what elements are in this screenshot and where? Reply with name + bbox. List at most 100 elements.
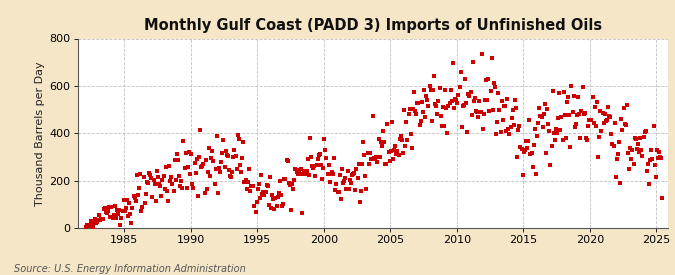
Point <box>303 173 314 177</box>
Point <box>176 179 187 183</box>
Point <box>352 176 363 180</box>
Point <box>439 124 450 128</box>
Point <box>418 109 429 114</box>
Point <box>473 115 484 119</box>
Point <box>202 170 213 174</box>
Point <box>442 131 453 135</box>
Point <box>211 134 222 139</box>
Point <box>194 128 205 133</box>
Point <box>217 150 227 155</box>
Point <box>206 156 217 160</box>
Point <box>622 103 632 108</box>
Point <box>225 174 236 178</box>
Point <box>548 131 559 135</box>
Point <box>508 108 518 112</box>
Point <box>375 155 385 159</box>
Point <box>520 148 531 152</box>
Point <box>332 190 343 194</box>
Point <box>527 165 538 169</box>
Point <box>584 118 595 122</box>
Point <box>543 121 554 126</box>
Point <box>367 157 377 161</box>
Point <box>518 150 529 154</box>
Point <box>132 172 142 177</box>
Point <box>287 181 298 186</box>
Point <box>629 136 640 140</box>
Point <box>556 114 567 119</box>
Point <box>250 210 261 214</box>
Point <box>196 165 207 170</box>
Point <box>286 208 296 213</box>
Point <box>310 174 321 178</box>
Point <box>390 144 401 148</box>
Point <box>408 89 419 94</box>
Point <box>163 164 174 168</box>
Point <box>385 148 396 153</box>
Point <box>167 182 178 186</box>
Point <box>86 219 97 223</box>
Point <box>175 184 186 188</box>
Point <box>563 95 574 99</box>
Point <box>108 212 119 217</box>
Point <box>146 176 157 181</box>
Point <box>615 180 626 185</box>
Point <box>591 99 602 104</box>
Point <box>168 189 179 193</box>
Point <box>396 138 407 142</box>
Point <box>491 131 502 136</box>
Point <box>298 172 308 176</box>
Point <box>244 167 254 171</box>
Point <box>165 178 176 183</box>
Point <box>536 115 547 119</box>
Point <box>106 205 117 209</box>
Point <box>575 136 586 141</box>
Point <box>545 163 556 167</box>
Point <box>275 193 286 197</box>
Point <box>322 171 333 176</box>
Point <box>424 84 435 89</box>
Point <box>258 190 269 194</box>
Point <box>624 167 634 171</box>
Point <box>534 106 545 111</box>
Point <box>435 114 446 118</box>
Point <box>182 165 193 169</box>
Point <box>371 155 382 159</box>
Point <box>432 112 443 116</box>
Point <box>284 183 295 187</box>
Point <box>171 152 182 156</box>
Point <box>637 154 648 158</box>
Point <box>622 151 633 155</box>
Point <box>290 167 301 172</box>
Point <box>335 197 346 201</box>
Point <box>178 138 189 143</box>
Point <box>173 173 184 178</box>
Point <box>311 162 322 167</box>
Point <box>572 112 583 117</box>
Point <box>229 148 240 153</box>
Point <box>263 184 273 188</box>
Point <box>503 126 514 131</box>
Point <box>450 97 460 101</box>
Point <box>213 191 223 195</box>
Point <box>198 162 209 166</box>
Point <box>630 137 641 141</box>
Point <box>94 213 105 217</box>
Point <box>236 169 246 174</box>
Point <box>124 200 134 205</box>
Point <box>451 98 462 102</box>
Point <box>392 149 403 154</box>
Point <box>651 148 662 153</box>
Text: Source: U.S. Energy Information Administration: Source: U.S. Energy Information Administ… <box>14 264 245 274</box>
Point <box>261 183 272 188</box>
Point <box>170 178 181 182</box>
Point <box>520 139 531 143</box>
Point <box>646 147 657 152</box>
Point <box>421 94 431 98</box>
Point <box>353 161 364 166</box>
Point <box>568 94 579 99</box>
Point <box>486 56 497 61</box>
Point <box>582 138 593 142</box>
Point <box>184 150 194 155</box>
Point <box>641 129 651 133</box>
Point <box>576 109 587 113</box>
